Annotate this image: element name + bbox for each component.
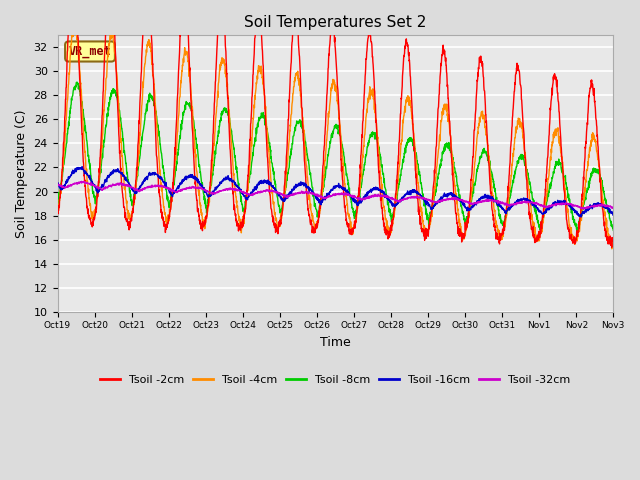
Legend: Tsoil -2cm, Tsoil -4cm, Tsoil -8cm, Tsoil -16cm, Tsoil -32cm: Tsoil -2cm, Tsoil -4cm, Tsoil -8cm, Tsoi… xyxy=(96,370,575,389)
Y-axis label: Soil Temperature (C): Soil Temperature (C) xyxy=(15,109,28,238)
X-axis label: Time: Time xyxy=(320,336,351,349)
Text: VR_met: VR_met xyxy=(68,45,111,58)
Title: Soil Temperatures Set 2: Soil Temperatures Set 2 xyxy=(244,15,427,30)
